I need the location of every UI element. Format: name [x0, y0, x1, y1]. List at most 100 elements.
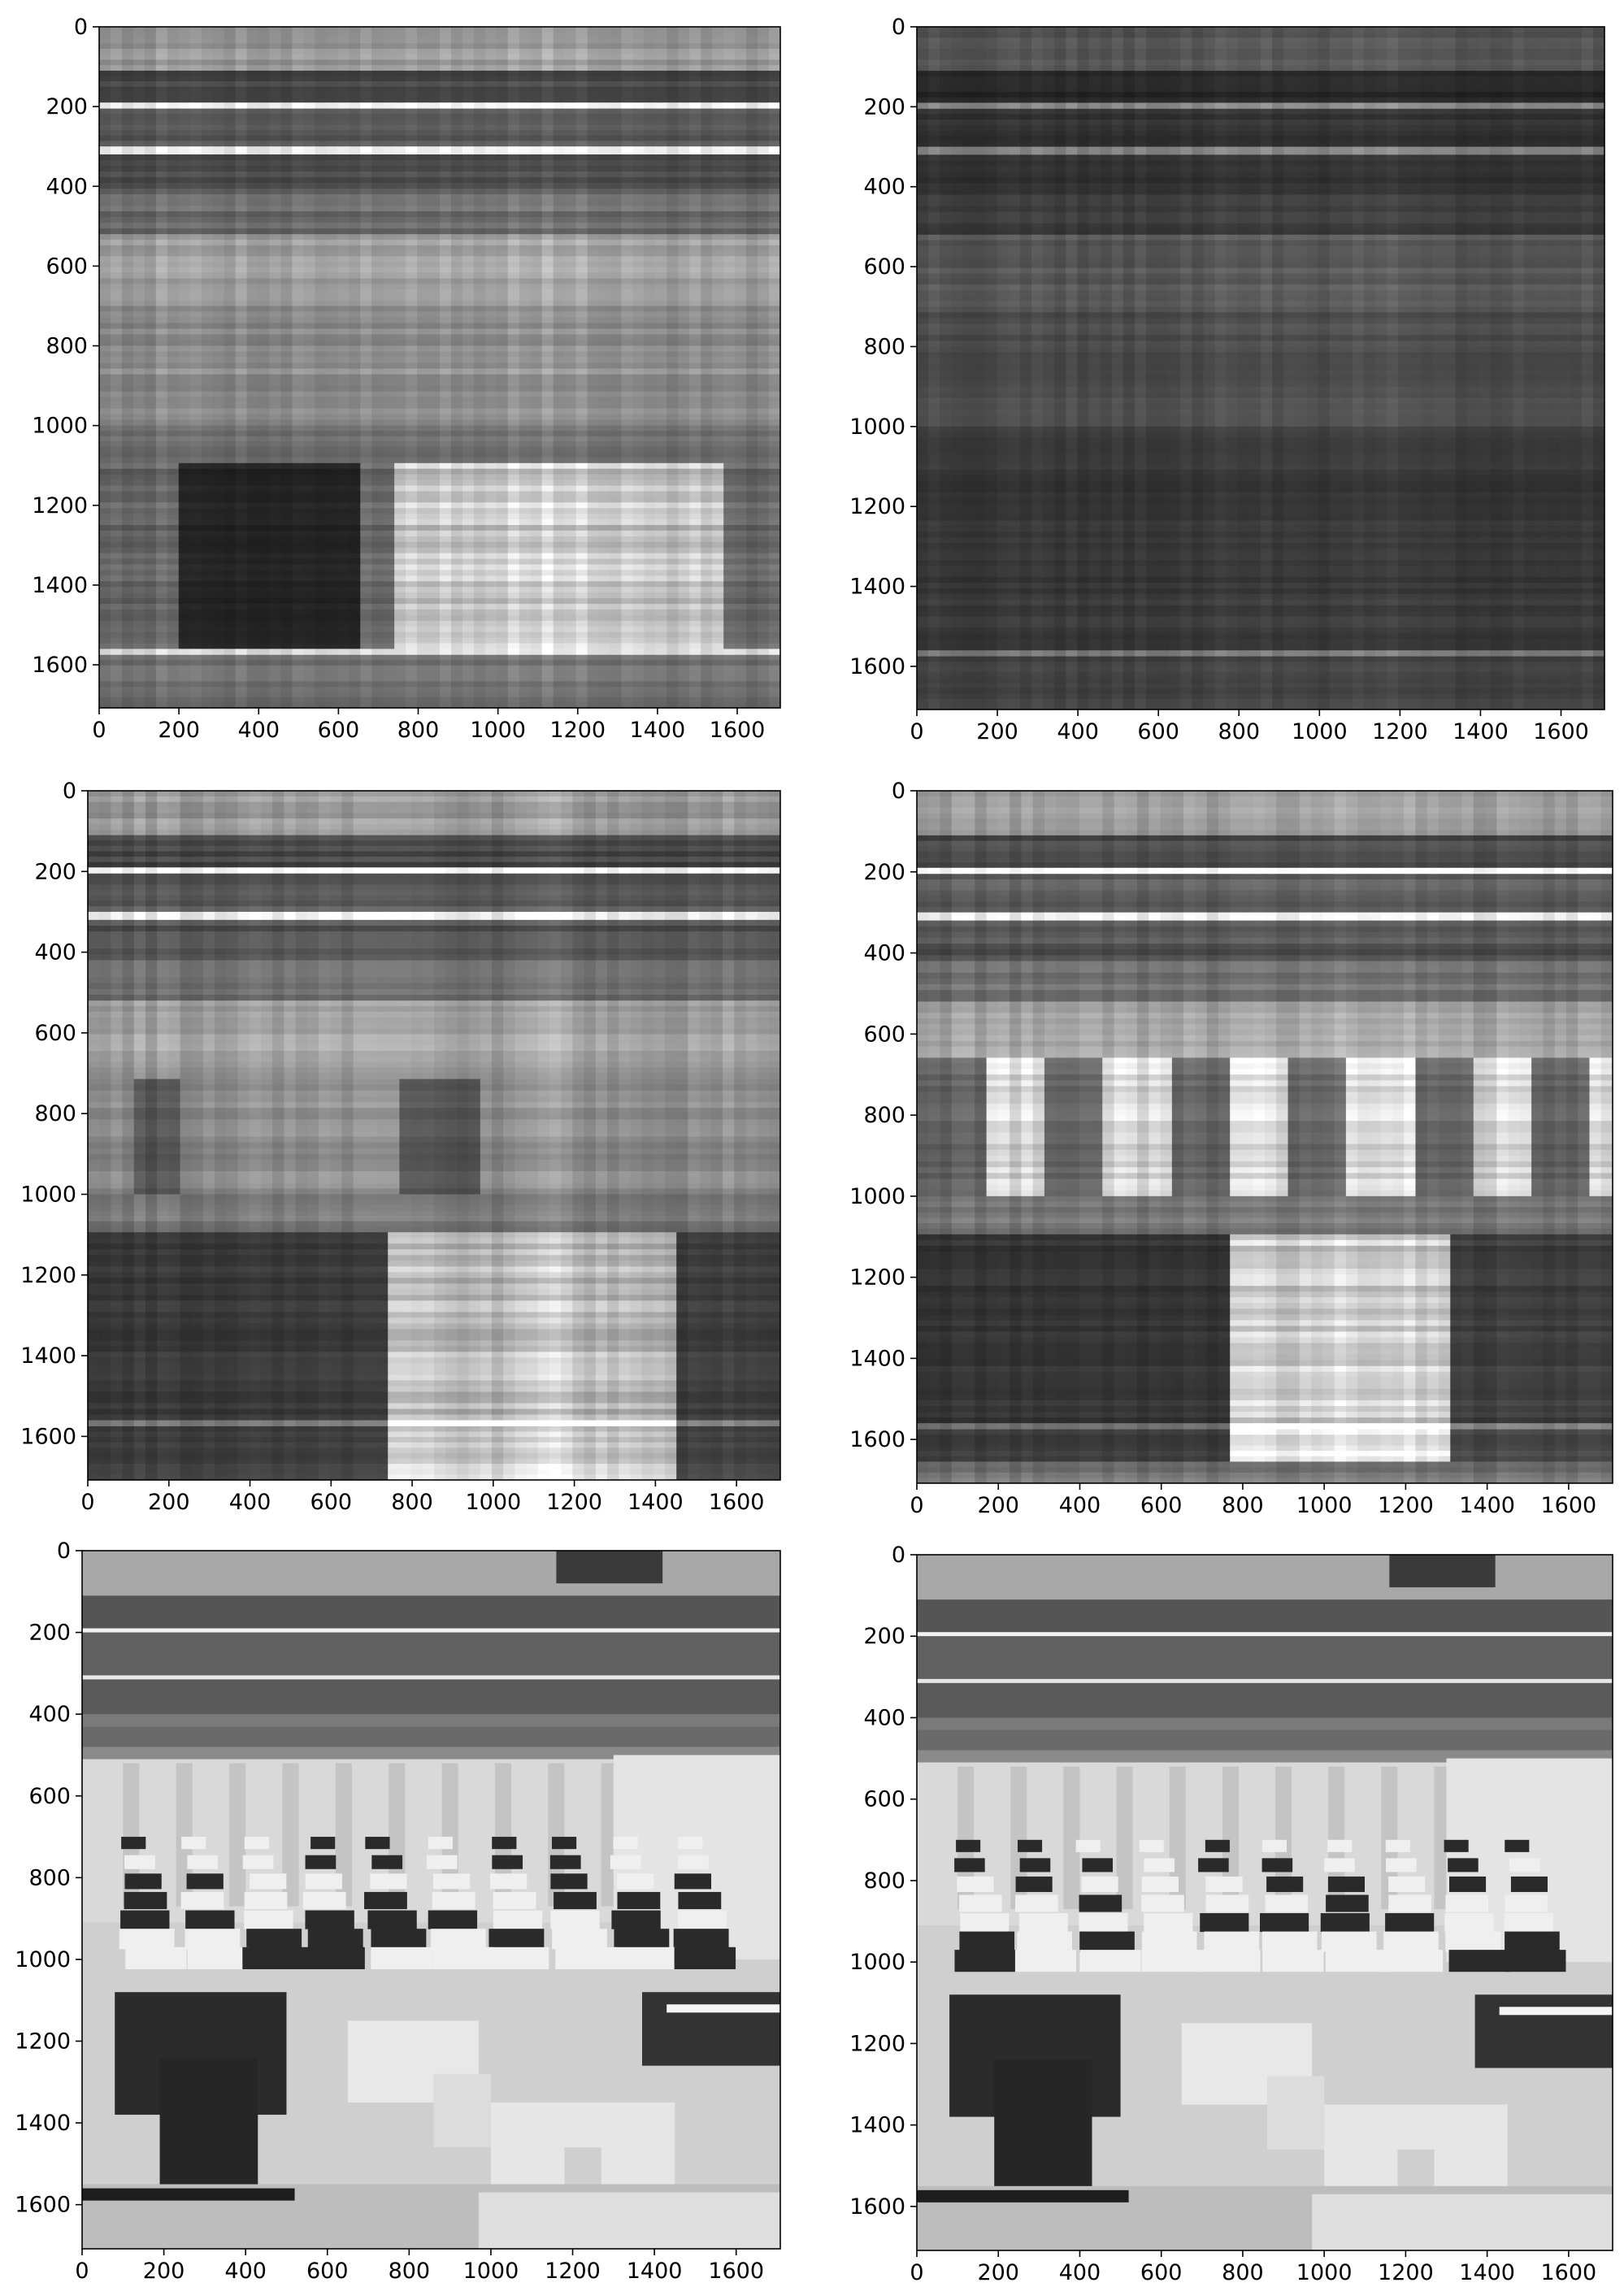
y-tick-label: 200 — [863, 94, 905, 119]
x-tick-label: 1600 — [709, 1490, 765, 1515]
y-tick-label: 400 — [863, 1705, 905, 1730]
x-tick-label: 1600 — [1541, 2260, 1597, 2285]
x-tick-label: 1400 — [1459, 2260, 1515, 2285]
y-tick-label: 400 — [34, 940, 76, 966]
x-tick-label: 1200 — [546, 1490, 602, 1515]
x-tick-label: 1600 — [710, 718, 766, 743]
x-tick-label: 0 — [92, 718, 106, 743]
x-tick-label: 200 — [977, 2260, 1019, 2285]
y-tick-label: 800 — [863, 334, 905, 359]
axes-frame — [916, 1554, 1613, 2251]
y-tick-label: 1000 — [32, 414, 88, 439]
x-tick-label: 200 — [158, 718, 200, 743]
y-tick-label: 1200 — [20, 1263, 76, 1288]
y-tick-label: 1200 — [849, 494, 905, 519]
y-tick-label: 600 — [863, 1787, 905, 1812]
y-tick-label: 600 — [28, 1784, 71, 1809]
x-tick-label: 0 — [910, 1493, 923, 1518]
x-tick-label: 1400 — [627, 2259, 683, 2284]
y-tick-label: 0 — [63, 779, 76, 804]
x-tick-label: 1200 — [1378, 2260, 1434, 2285]
x-tick-label: 0 — [910, 2260, 923, 2285]
y-tick-label: 1400 — [20, 1343, 76, 1369]
x-tick-label: 600 — [318, 718, 360, 743]
x-tick-label: 600 — [1137, 719, 1179, 744]
x-tick-label: 1400 — [1452, 719, 1509, 744]
axes-frame — [87, 790, 781, 1481]
x-tick-label: 400 — [237, 718, 280, 743]
x-tick-label: 1400 — [627, 1490, 684, 1515]
x-tick-label: 600 — [306, 2259, 349, 2284]
x-tick-label: 1000 — [470, 718, 526, 743]
x-tick-label: 200 — [977, 1493, 1019, 1518]
x-tick-label: 400 — [1057, 719, 1099, 744]
y-tick-label: 1400 — [849, 575, 905, 600]
axes-5: 0 200 400 600 800 1000 1200 1400 1600 0 200 400 600 8… — [15, 1538, 781, 2284]
x-tick-label: 400 — [1059, 2260, 1101, 2285]
y-tick-label: 1600 — [20, 1424, 76, 1449]
y-tick-label: 800 — [863, 1868, 905, 1894]
x-tick-label: 800 — [1222, 1493, 1264, 1518]
axes-frame — [81, 1550, 781, 2250]
axes-4: 0 200 400 600 800 1000 1200 1400 1600 0 200 400 600 8… — [849, 779, 1613, 1518]
x-tick-label: 200 — [148, 1490, 190, 1515]
y-tick-label: 400 — [863, 175, 905, 200]
y-tick-label: 200 — [46, 94, 88, 119]
x-tick-label: 800 — [1218, 719, 1260, 744]
x-tick-label: 800 — [389, 2259, 431, 2284]
y-tick-label: 1200 — [15, 2029, 71, 2055]
axes-1: 0 200 400 600 800 1000 1200 1400 1600 0 200 400 600 8… — [32, 15, 781, 743]
y-tick-label: 0 — [892, 1543, 905, 1568]
y-tick-label: 0 — [74, 15, 88, 40]
image-panel-4 — [917, 791, 1613, 1483]
axes-frame — [98, 26, 781, 709]
x-tick-label: 1000 — [1292, 719, 1348, 744]
y-tick-label: 1200 — [32, 493, 88, 519]
y-tick-label: 1600 — [849, 654, 905, 679]
x-tick-label: 1200 — [1378, 1493, 1434, 1518]
y-tick-label: 1000 — [20, 1182, 76, 1207]
y-tick-label: 1000 — [849, 1184, 905, 1209]
y-tick-label: 0 — [57, 1538, 71, 1564]
x-tick-label: 800 — [391, 1490, 433, 1515]
x-tick-label: 1400 — [1459, 1493, 1515, 1518]
y-tick-label: 800 — [863, 1103, 905, 1128]
image-panel-2 — [917, 27, 1604, 710]
x-tick-label: 1600 — [1533, 719, 1589, 744]
x-tick-label: 800 — [1222, 2260, 1264, 2285]
x-tick-label: 1600 — [708, 2259, 764, 2284]
y-tick-label: 800 — [28, 1865, 71, 1890]
x-tick-label: 1000 — [463, 2259, 519, 2284]
x-tick-label: 1600 — [1541, 1493, 1597, 1518]
y-tick-label: 1200 — [849, 1265, 905, 1291]
y-tick-label: 0 — [892, 779, 905, 804]
x-tick-label: 1200 — [1372, 719, 1428, 744]
y-tick-label: 600 — [863, 254, 905, 280]
x-tick-label: 1200 — [545, 2259, 601, 2284]
x-tick-label: 0 — [80, 1490, 94, 1515]
axes-frame — [916, 26, 1605, 710]
x-tick-label: 1000 — [1296, 1493, 1353, 1518]
image-panel-6 — [917, 1555, 1613, 2250]
y-tick-label: 1400 — [15, 2111, 71, 2136]
axes-3: 0 200 400 600 800 1000 1200 1400 1600 0 200 400 600 8… — [20, 779, 781, 1515]
y-tick-label: 1000 — [849, 414, 905, 440]
y-tick-label: 200 — [863, 860, 905, 885]
y-tick-label: 600 — [863, 1022, 905, 1047]
x-tick-label: 200 — [976, 719, 1018, 744]
y-tick-label: 800 — [46, 334, 88, 359]
x-tick-label: 1200 — [549, 718, 606, 743]
x-tick-label: 1000 — [465, 1490, 521, 1515]
axes-2: 0 200 400 600 800 1000 1200 1400 1600 0 200 400 600 8… — [849, 15, 1605, 744]
y-tick-label: 1600 — [849, 1427, 905, 1452]
axes-6: 0 200 400 600 800 1000 1200 1400 1600 0 200 400 600 8… — [849, 1543, 1613, 2285]
y-tick-label: 800 — [34, 1101, 76, 1126]
axes-frame — [916, 790, 1613, 1484]
y-tick-label: 1000 — [849, 1950, 905, 1975]
x-tick-label: 0 — [910, 719, 923, 744]
image-panel-5 — [82, 1551, 780, 2249]
x-tick-label: 400 — [1059, 1493, 1101, 1518]
x-tick-label: 600 — [1140, 2260, 1183, 2285]
y-tick-label: 1400 — [32, 573, 88, 598]
